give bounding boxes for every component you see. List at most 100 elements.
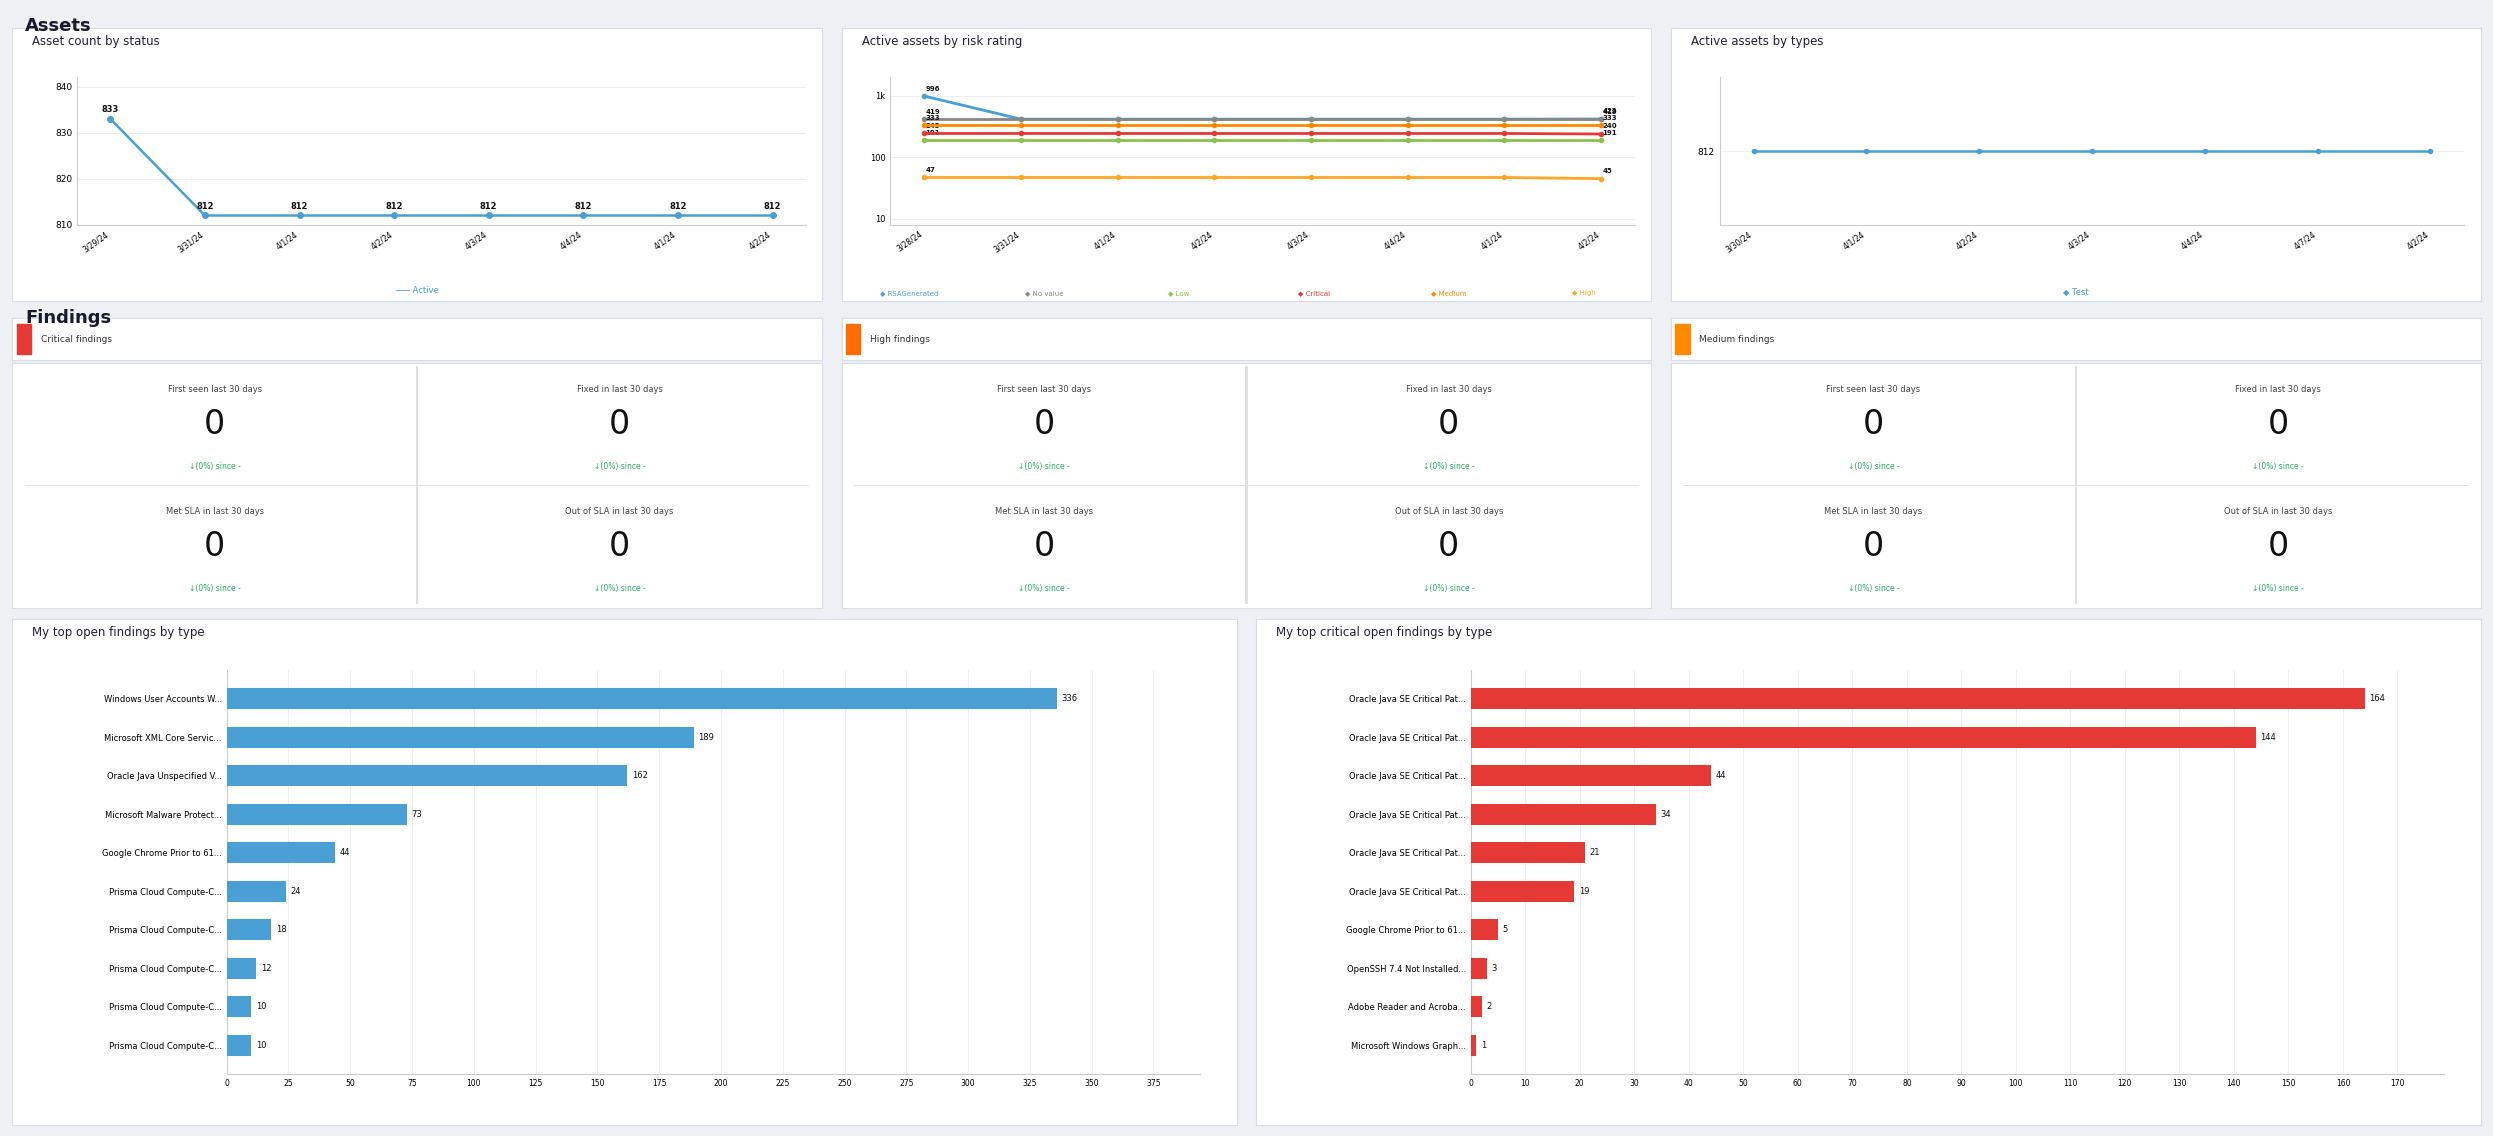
Text: 0: 0 [2269, 531, 2289, 563]
Text: ◆ Medium: ◆ Medium [1431, 291, 1466, 296]
Text: First seen last 30 days: First seen last 30 days [167, 385, 262, 394]
Text: ↓(0%) since -: ↓(0%) since - [189, 584, 242, 593]
Text: 191: 191 [925, 130, 940, 135]
Text: 0: 0 [1862, 408, 1885, 441]
Text: ↓(0%) since -: ↓(0%) since - [593, 584, 646, 593]
Bar [17, 325, 30, 353]
Text: Met SLA in last 30 days: Met SLA in last 30 days [1825, 508, 1922, 517]
Text: First seen last 30 days: First seen last 30 days [997, 385, 1092, 394]
Text: Met SLA in last 30 days: Met SLA in last 30 days [995, 508, 1094, 517]
Bar [1471, 996, 1481, 1017]
Text: 10: 10 [257, 1041, 267, 1050]
Text: 0: 0 [1862, 531, 1885, 563]
Text: ↓(0%) since -: ↓(0%) since - [2251, 461, 2304, 470]
Bar [227, 803, 406, 825]
Text: ◆ Low: ◆ Low [1169, 291, 1189, 296]
Text: 0: 0 [1438, 408, 1458, 441]
Text: 44: 44 [1715, 771, 1725, 780]
Text: 21: 21 [1591, 849, 1601, 858]
Text: 1: 1 [1481, 1041, 1486, 1050]
Text: 812: 812 [386, 201, 404, 210]
Text: ↓(0%) since -: ↓(0%) since - [1424, 461, 1476, 470]
Text: Active assets by types: Active assets by types [1690, 35, 1822, 48]
Text: 189: 189 [698, 733, 715, 742]
Bar [1471, 958, 1486, 979]
Bar [227, 958, 257, 979]
Text: ◆ No value: ◆ No value [1025, 291, 1065, 296]
Bar [227, 688, 1057, 709]
Bar [227, 1035, 252, 1055]
Text: 0: 0 [2269, 408, 2289, 441]
Text: 162: 162 [631, 771, 648, 780]
Text: ↓(0%) since -: ↓(0%) since - [1847, 584, 1900, 593]
Text: 812: 812 [197, 201, 214, 210]
Text: 45: 45 [1603, 168, 1613, 174]
Text: 240: 240 [1603, 124, 1618, 130]
Text: 24: 24 [292, 886, 302, 895]
Text: 245: 245 [925, 123, 940, 128]
Text: 12: 12 [262, 963, 272, 972]
Text: Met SLA in last 30 days: Met SLA in last 30 days [165, 508, 264, 517]
Text: 5: 5 [1503, 925, 1508, 934]
Text: ↓(0%) since -: ↓(0%) since - [189, 461, 242, 470]
Text: 812: 812 [763, 201, 780, 210]
Text: 333: 333 [925, 115, 940, 120]
Text: 191: 191 [1603, 130, 1618, 135]
Text: Assets: Assets [25, 17, 92, 35]
Bar [1471, 842, 1586, 863]
Text: 164: 164 [2368, 694, 2386, 703]
Text: 336: 336 [1062, 694, 1077, 703]
Text: ◆ Test: ◆ Test [2064, 287, 2089, 296]
Bar [1471, 727, 2256, 747]
Text: 0: 0 [1438, 531, 1458, 563]
Text: ◆ High: ◆ High [1573, 291, 1596, 296]
Text: 996: 996 [925, 85, 940, 92]
Text: ◆ Critical: ◆ Critical [1299, 291, 1329, 296]
Bar [1471, 803, 1655, 825]
Text: 3: 3 [1491, 963, 1498, 972]
Text: 47: 47 [925, 167, 935, 173]
Text: Fixed in last 30 days: Fixed in last 30 days [576, 385, 663, 394]
Text: 833: 833 [102, 105, 120, 114]
Text: 812: 812 [668, 201, 686, 210]
Bar [227, 765, 628, 786]
Bar [227, 842, 337, 863]
Text: 73: 73 [411, 810, 421, 819]
Text: 0: 0 [608, 531, 631, 563]
Text: ↓(0%) since -: ↓(0%) since - [593, 461, 646, 470]
Text: 0: 0 [204, 531, 224, 563]
Text: Out of SLA in last 30 days: Out of SLA in last 30 days [1394, 508, 1503, 517]
Text: 0: 0 [1035, 408, 1055, 441]
Text: Medium findings: Medium findings [1700, 335, 1775, 343]
Text: My top critical open findings by type: My top critical open findings by type [1276, 626, 1493, 638]
Text: 19: 19 [1578, 886, 1591, 895]
Text: ↓(0%) since -: ↓(0%) since - [1017, 461, 1069, 470]
Text: First seen last 30 days: First seen last 30 days [1827, 385, 1920, 394]
Text: 44: 44 [339, 849, 352, 858]
Bar [227, 996, 252, 1017]
Text: 812: 812 [573, 201, 593, 210]
Text: 812: 812 [292, 201, 309, 210]
Text: 419: 419 [925, 109, 940, 115]
Bar [227, 727, 693, 747]
Text: 419: 419 [1603, 109, 1618, 115]
Bar [1471, 919, 1498, 941]
Text: 422: 422 [1603, 108, 1618, 115]
Text: Out of SLA in last 30 days: Out of SLA in last 30 days [566, 508, 673, 517]
Text: ─── Active: ─── Active [396, 286, 439, 295]
Text: 0: 0 [1035, 531, 1055, 563]
Text: 0: 0 [608, 408, 631, 441]
Bar [1471, 1035, 1476, 1055]
Text: Fixed in last 30 days: Fixed in last 30 days [2236, 385, 2321, 394]
Text: High findings: High findings [870, 335, 930, 343]
Text: 144: 144 [2261, 733, 2276, 742]
Text: Findings: Findings [25, 309, 112, 327]
Text: 0: 0 [204, 408, 224, 441]
Text: My top open findings by type: My top open findings by type [32, 626, 204, 638]
Text: Out of SLA in last 30 days: Out of SLA in last 30 days [2224, 508, 2333, 517]
Text: Active assets by risk rating: Active assets by risk rating [863, 35, 1022, 48]
Text: ↓(0%) since -: ↓(0%) since - [1424, 584, 1476, 593]
Bar [227, 919, 272, 941]
Text: ↓(0%) since -: ↓(0%) since - [1847, 461, 1900, 470]
Text: 812: 812 [481, 201, 499, 210]
